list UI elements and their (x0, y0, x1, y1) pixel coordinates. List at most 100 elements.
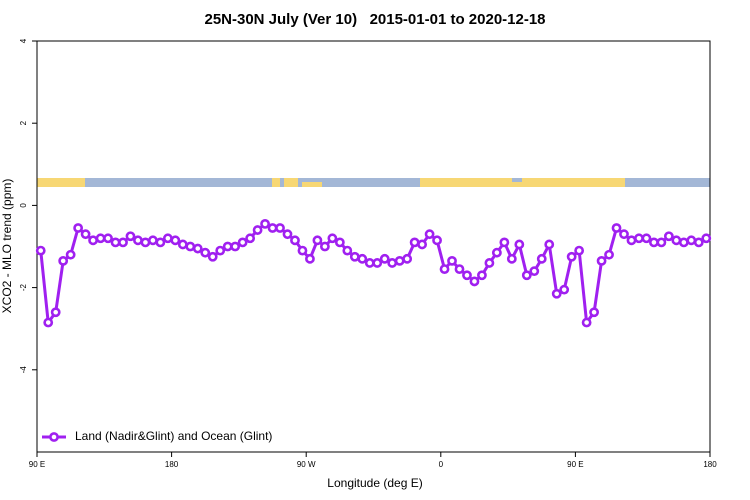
x-tick-label: 90 E (567, 460, 583, 469)
legend-label: Land (Nadir&Glint) and Ocean (Glint) (75, 429, 272, 443)
point (656, 237, 667, 248)
point (349, 251, 360, 262)
point (319, 241, 330, 252)
x-tick-label: 0 (439, 460, 444, 469)
y-tick-label: -2 (19, 283, 28, 291)
land-ocean-strip (37, 178, 710, 187)
point (424, 229, 435, 240)
y-tick-label: -4 (19, 366, 28, 374)
point (118, 237, 128, 248)
point (559, 284, 570, 295)
point (222, 241, 233, 252)
x-tick-label: 90 E (29, 460, 45, 469)
point (312, 235, 323, 246)
point (275, 223, 285, 233)
point (566, 251, 577, 262)
point (387, 258, 398, 268)
point (88, 235, 98, 246)
point (499, 237, 510, 248)
plot-frame (36, 40, 711, 453)
point (73, 223, 84, 233)
y-tick-label: 4 (19, 38, 28, 43)
point (626, 235, 637, 246)
point (372, 258, 383, 268)
point (200, 247, 211, 258)
point (447, 255, 457, 266)
point (506, 253, 517, 264)
point (282, 229, 293, 240)
point (267, 223, 278, 233)
point (252, 225, 263, 235)
point (65, 249, 76, 260)
point (148, 235, 158, 246)
x-tick-label: 180 (165, 460, 179, 469)
point (95, 233, 106, 244)
point (544, 239, 555, 250)
point (110, 237, 121, 248)
point (364, 258, 375, 268)
x-axis-label: Longitude (deg E) (327, 476, 422, 490)
point (215, 245, 226, 256)
point (305, 253, 315, 264)
point (260, 218, 270, 229)
point (529, 266, 540, 277)
point (58, 255, 69, 266)
point (125, 231, 136, 242)
point (581, 317, 592, 328)
point (379, 253, 390, 264)
point (484, 258, 495, 268)
point (133, 235, 143, 246)
point (245, 233, 256, 244)
y-tick-label: 2 (19, 120, 28, 125)
point (342, 245, 353, 256)
point (394, 255, 405, 266)
point (297, 245, 308, 256)
point (641, 233, 652, 244)
point (417, 239, 428, 250)
point (192, 243, 203, 254)
point (185, 241, 196, 252)
point (230, 241, 241, 252)
point (462, 270, 472, 281)
point (686, 235, 697, 246)
legend-marker (49, 432, 59, 442)
x-tick-label: 180 (703, 460, 717, 469)
point (634, 233, 644, 244)
point (551, 288, 562, 299)
point (207, 251, 218, 262)
point (402, 253, 413, 264)
point (432, 235, 442, 246)
point (693, 237, 704, 248)
point (574, 245, 585, 256)
point (678, 237, 689, 248)
y-axis-label: XCO2 - MLO trend (ppm) (0, 179, 14, 314)
point (536, 253, 547, 264)
point (701, 233, 712, 244)
point (237, 237, 248, 248)
x-tick-label: 90 W (297, 460, 316, 469)
point (155, 237, 166, 248)
point (162, 233, 173, 244)
point (334, 237, 345, 248)
point (514, 239, 525, 250)
point (619, 229, 629, 240)
point (43, 317, 54, 328)
point (290, 235, 300, 246)
point (663, 231, 674, 242)
point (140, 237, 151, 248)
point (50, 307, 61, 318)
point (589, 307, 599, 318)
point (649, 237, 659, 248)
chart-title: 25N-30N July (Ver 10) 2015-01-01 to 2020… (204, 11, 545, 28)
point (521, 270, 532, 281)
point (439, 264, 450, 275)
point (327, 233, 338, 244)
point (357, 253, 368, 264)
point (170, 235, 181, 246)
point (469, 276, 480, 287)
point (454, 264, 465, 275)
point (103, 233, 113, 244)
y-tick-label: 0 (19, 203, 28, 208)
